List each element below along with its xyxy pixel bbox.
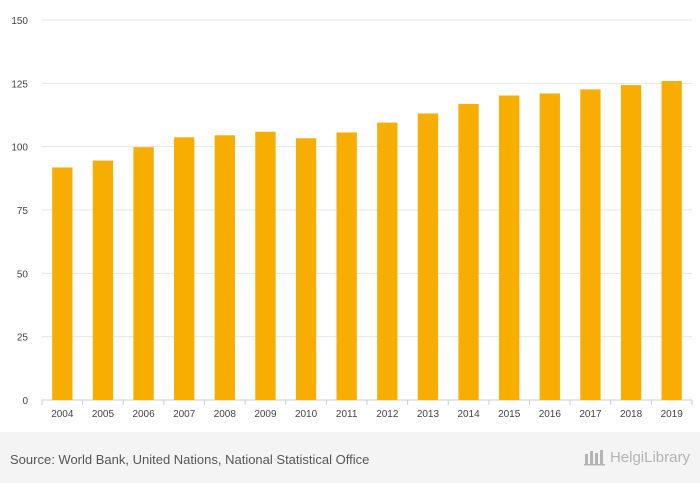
bar-2011 bbox=[336, 132, 357, 401]
bar-2004 bbox=[52, 167, 73, 400]
x-axis-ticks: 2004 2005 2006 2007 2008 2009 2010 2011 2012 2013… bbox=[41, 400, 693, 420]
bar-2013 bbox=[417, 113, 439, 400]
x-tick-label: 2004 bbox=[51, 409, 74, 420]
y-tick-label: 50 bbox=[17, 269, 29, 280]
y-tick-label: 25 bbox=[17, 333, 29, 344]
x-tick-label: 2010 bbox=[295, 409, 318, 420]
x-tick-label: 2009 bbox=[254, 409, 277, 420]
bar-2010 bbox=[295, 138, 317, 400]
bar-2005 bbox=[92, 160, 114, 400]
x-tick-label: 2006 bbox=[132, 409, 155, 420]
helgi-library-logo-icon bbox=[583, 450, 605, 466]
chart-footer: Source: World Bank, United Nations, Nati… bbox=[0, 432, 700, 483]
bar-2007 bbox=[174, 137, 195, 400]
x-tick-label: 2011 bbox=[336, 409, 358, 420]
bar-2018 bbox=[620, 85, 642, 401]
bar-2012 bbox=[377, 122, 398, 400]
x-tick-label: 2012 bbox=[376, 409, 399, 420]
bar-2016 bbox=[539, 93, 560, 400]
y-tick-label: 150 bbox=[11, 16, 28, 27]
x-tick-label: 2013 bbox=[417, 409, 440, 420]
y-tick-label: 75 bbox=[17, 206, 29, 217]
bar-2014 bbox=[458, 103, 479, 400]
y-tick-label: 0 bbox=[22, 396, 28, 407]
x-tick-label: 2005 bbox=[92, 409, 115, 420]
bar-2019 bbox=[661, 81, 682, 400]
y-tick-label: 100 bbox=[11, 143, 28, 154]
bar-2015 bbox=[499, 95, 520, 400]
y-axis-ticks: 0 25 50 75 100 125 150 bbox=[11, 16, 28, 407]
x-tick-label: 2016 bbox=[539, 409, 562, 420]
bars bbox=[52, 81, 682, 401]
helgi-library-logo[interactable]: HelgiLibrary bbox=[583, 448, 690, 466]
x-tick-label: 2008 bbox=[214, 409, 237, 420]
bar-2009 bbox=[255, 131, 276, 400]
bar-2008 bbox=[214, 135, 235, 400]
bar-2017 bbox=[580, 89, 601, 400]
x-tick-label: 2017 bbox=[579, 409, 602, 420]
x-tick-label: 2015 bbox=[498, 409, 521, 420]
logo-text: HelgiLibrary bbox=[609, 448, 690, 466]
y-tick-label: 125 bbox=[11, 79, 28, 90]
x-tick-label: 2019 bbox=[661, 409, 684, 420]
x-tick-label: 2014 bbox=[457, 409, 480, 420]
x-tick-label: 2018 bbox=[620, 409, 643, 420]
x-tick-label: 2007 bbox=[173, 409, 196, 420]
bar-2006 bbox=[133, 147, 154, 400]
source-note: Source: World Bank, United Nations, Nati… bbox=[10, 452, 370, 467]
